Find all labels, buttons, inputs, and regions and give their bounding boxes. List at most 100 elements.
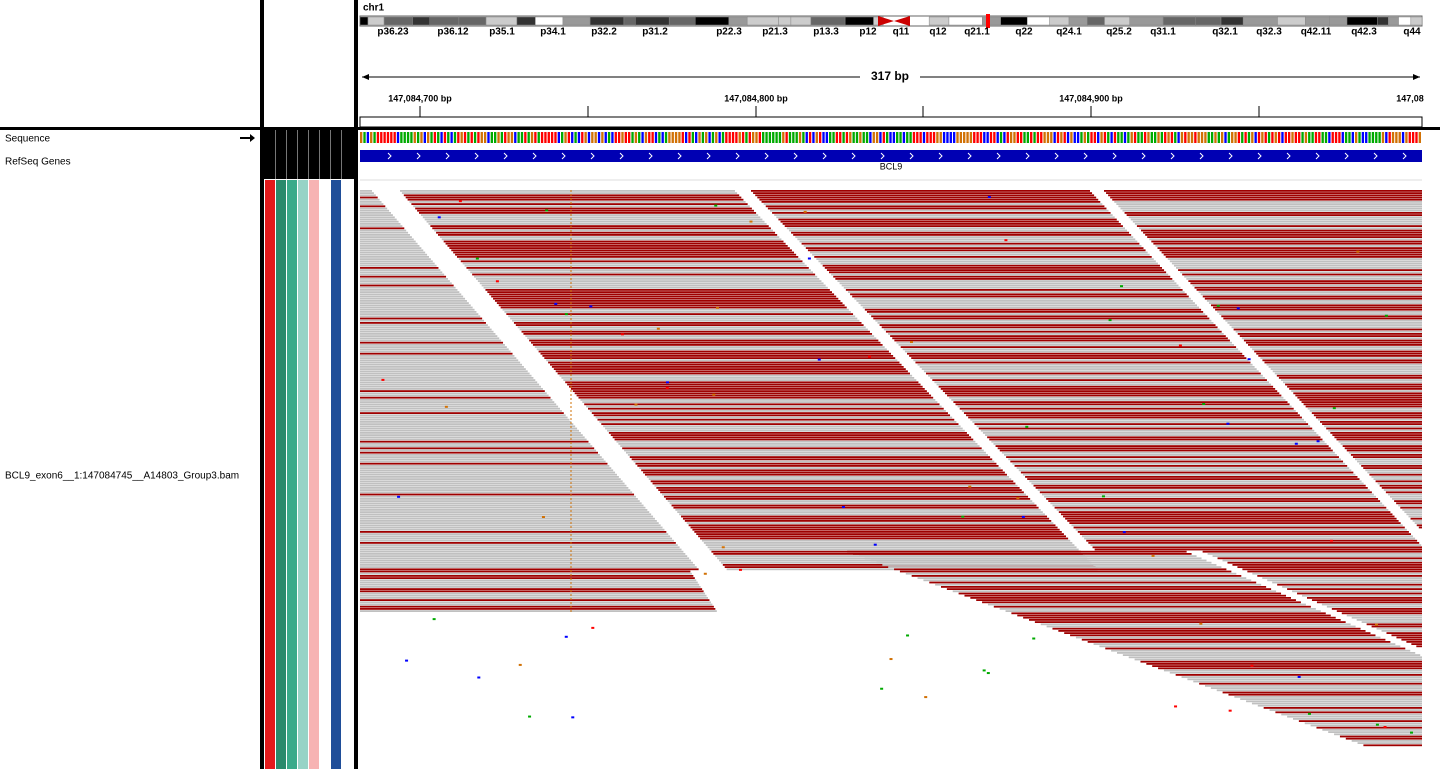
- read: [1090, 544, 1422, 546]
- base: [1110, 132, 1113, 143]
- chevron: [648, 152, 653, 160]
- read: [995, 445, 1329, 447]
- base: [942, 132, 946, 143]
- read: [858, 555, 1197, 557]
- read: [888, 333, 1224, 335]
- read: [650, 480, 1014, 483]
- base: [651, 132, 654, 143]
- base: [510, 132, 514, 143]
- base: [1415, 132, 1418, 143]
- read: [586, 405, 942, 408]
- base: [1137, 132, 1140, 143]
- read: [751, 190, 1090, 192]
- chevron: [706, 152, 711, 160]
- read: [1416, 645, 1422, 648]
- read: [1060, 513, 1393, 516]
- read: [360, 592, 706, 595]
- read: [1406, 513, 1422, 516]
- base: [715, 132, 718, 143]
- base: [1408, 132, 1411, 143]
- band-label: q32.3: [1256, 27, 1282, 38]
- read: [700, 537, 1069, 540]
- base: [862, 132, 865, 143]
- base: [1164, 132, 1167, 143]
- mismatch: [738, 568, 742, 571]
- read: [563, 379, 917, 381]
- band: [1000, 16, 1028, 26]
- read: [1334, 436, 1422, 439]
- read: [360, 438, 587, 441]
- mismatch: [475, 257, 479, 260]
- band-label: p36.23: [377, 27, 409, 38]
- read: [360, 491, 633, 494]
- strand-arrow[interactable]: [240, 134, 255, 142]
- read: [1215, 308, 1422, 311]
- read: [449, 247, 790, 249]
- read: [417, 209, 754, 212]
- read: [930, 377, 1265, 379]
- base: [1224, 132, 1227, 143]
- read: [1340, 443, 1422, 445]
- read: [620, 445, 980, 447]
- band: [982, 16, 1001, 26]
- read: [1217, 557, 1422, 560]
- read: [1281, 713, 1422, 716]
- read: [679, 513, 1045, 516]
- position-label: 147,084,700 bp: [388, 93, 452, 103]
- read: [1048, 500, 1381, 502]
- read: [1079, 533, 1411, 535]
- read: [360, 225, 403, 227]
- read: [911, 357, 1247, 359]
- chevron: [387, 152, 392, 160]
- read: [464, 264, 807, 267]
- band: [635, 16, 670, 26]
- read: [360, 212, 391, 214]
- read: [1237, 333, 1422, 335]
- base: [524, 132, 527, 143]
- read: [688, 524, 1056, 527]
- read: [1267, 579, 1422, 582]
- read: [1310, 724, 1422, 727]
- chevron: [1315, 152, 1320, 160]
- read: [814, 256, 1152, 258]
- chevron: [677, 152, 682, 160]
- base: [544, 132, 547, 143]
- base: [430, 132, 433, 143]
- band: [485, 16, 518, 26]
- read: [784, 225, 1123, 227]
- read: [561, 377, 915, 379]
- base: [906, 132, 909, 143]
- read: [360, 513, 652, 516]
- base: [1003, 132, 1006, 143]
- read: [584, 403, 940, 406]
- base: [1030, 132, 1033, 143]
- read: [360, 608, 716, 610]
- read: [1114, 201, 1422, 203]
- read: [873, 317, 1210, 320]
- base: [614, 132, 617, 143]
- read: [1355, 458, 1422, 461]
- read: [694, 531, 1062, 533]
- read: [1044, 495, 1376, 498]
- chevron: [1344, 152, 1349, 160]
- read: [525, 335, 875, 337]
- band: [412, 16, 430, 26]
- band: [1162, 16, 1196, 26]
- read: [360, 311, 477, 313]
- read: [1338, 440, 1422, 443]
- read: [641, 469, 1003, 472]
- base: [1043, 132, 1046, 143]
- read: [1130, 218, 1422, 221]
- read: [801, 242, 1140, 245]
- read: [360, 198, 380, 201]
- base: [959, 132, 963, 143]
- read: [1239, 335, 1422, 337]
- read: [1383, 489, 1422, 491]
- read: [985, 434, 1319, 436]
- read: [1111, 649, 1411, 652]
- read: [982, 601, 1301, 604]
- read: [769, 209, 1109, 212]
- base: [728, 132, 731, 143]
- read: [1228, 693, 1422, 696]
- read: [360, 410, 562, 412]
